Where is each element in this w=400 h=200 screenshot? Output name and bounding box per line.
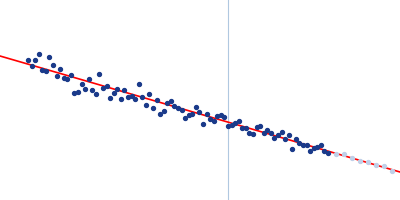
Point bbox=[25, 58, 31, 61]
Point bbox=[43, 70, 49, 73]
Point bbox=[203, 113, 210, 116]
Point bbox=[189, 113, 196, 116]
Point bbox=[218, 114, 224, 117]
Point bbox=[53, 75, 60, 78]
Point bbox=[150, 106, 156, 110]
Point bbox=[349, 156, 355, 159]
Point bbox=[28, 65, 35, 68]
Point bbox=[60, 77, 67, 80]
Point bbox=[200, 122, 206, 126]
Point bbox=[264, 128, 270, 131]
Point bbox=[210, 120, 217, 123]
Point bbox=[36, 52, 42, 55]
Point bbox=[196, 110, 203, 114]
Point bbox=[239, 127, 246, 130]
Point bbox=[318, 144, 324, 147]
Point bbox=[64, 78, 70, 81]
Point bbox=[296, 141, 303, 144]
Point bbox=[268, 132, 274, 135]
Point bbox=[139, 96, 146, 99]
Point bbox=[214, 114, 220, 118]
Point bbox=[100, 86, 106, 89]
Point bbox=[103, 85, 110, 88]
Point bbox=[325, 151, 331, 155]
Point bbox=[114, 88, 120, 91]
Point bbox=[86, 78, 92, 81]
Point bbox=[164, 102, 170, 105]
Point bbox=[157, 113, 163, 116]
Point bbox=[389, 169, 395, 172]
Point bbox=[68, 73, 74, 76]
Point bbox=[125, 96, 131, 99]
Point bbox=[321, 150, 328, 153]
Point bbox=[300, 143, 306, 146]
Point bbox=[182, 116, 188, 119]
Point bbox=[39, 69, 46, 72]
Point bbox=[232, 121, 238, 124]
Point bbox=[121, 88, 128, 91]
Point bbox=[171, 104, 178, 107]
Point bbox=[365, 160, 371, 163]
Point bbox=[271, 136, 278, 139]
Point bbox=[236, 119, 242, 123]
Point bbox=[357, 160, 363, 163]
Point bbox=[228, 123, 235, 126]
Point bbox=[168, 100, 174, 103]
Point bbox=[110, 91, 117, 94]
Point bbox=[93, 93, 99, 96]
Point bbox=[373, 163, 379, 166]
Point bbox=[75, 91, 81, 94]
Point bbox=[303, 143, 310, 146]
Point bbox=[275, 134, 281, 137]
Point bbox=[78, 82, 85, 86]
Point bbox=[253, 126, 260, 129]
Point bbox=[260, 131, 267, 134]
Point bbox=[307, 150, 313, 153]
Point bbox=[207, 117, 213, 120]
Point bbox=[160, 110, 167, 113]
Point bbox=[314, 145, 320, 149]
Point bbox=[175, 107, 181, 110]
Point bbox=[143, 103, 149, 107]
Point bbox=[193, 106, 199, 109]
Point bbox=[282, 137, 288, 140]
Point bbox=[293, 138, 299, 141]
Point bbox=[286, 133, 292, 136]
Point bbox=[341, 153, 347, 156]
Point bbox=[146, 93, 153, 96]
Point bbox=[333, 153, 339, 156]
Point bbox=[381, 164, 387, 167]
Point bbox=[250, 133, 256, 136]
Point bbox=[278, 131, 285, 134]
Point bbox=[221, 115, 228, 118]
Point bbox=[89, 88, 96, 91]
Point bbox=[246, 131, 253, 135]
Point bbox=[128, 95, 135, 98]
Point bbox=[57, 67, 63, 71]
Point bbox=[136, 82, 142, 86]
Point bbox=[243, 126, 249, 130]
Point bbox=[132, 98, 138, 101]
Point bbox=[46, 55, 53, 58]
Point bbox=[289, 148, 296, 151]
Point bbox=[96, 72, 103, 76]
Point bbox=[82, 87, 88, 90]
Point bbox=[310, 146, 317, 149]
Point bbox=[107, 97, 113, 100]
Point bbox=[225, 124, 231, 128]
Point bbox=[50, 63, 56, 66]
Point bbox=[186, 113, 192, 116]
Point bbox=[118, 97, 124, 101]
Point bbox=[153, 99, 160, 102]
Point bbox=[257, 125, 263, 128]
Point bbox=[178, 109, 185, 112]
Point bbox=[71, 91, 78, 94]
Point bbox=[32, 59, 38, 62]
